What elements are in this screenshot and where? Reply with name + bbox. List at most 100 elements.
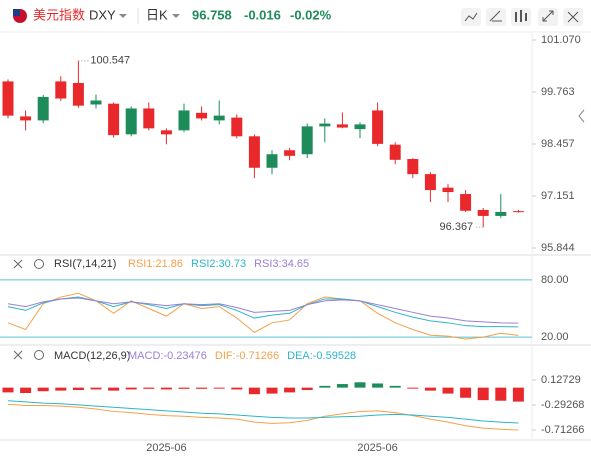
candle-body (90, 100, 102, 105)
close-icon[interactable] (13, 259, 23, 269)
candle-body (248, 136, 260, 168)
macd-bar (372, 383, 384, 388)
dropdown-icon[interactable] (172, 14, 180, 18)
change: -0.016 (244, 7, 281, 22)
macd-bar (248, 387, 260, 395)
macd-bar (460, 387, 472, 398)
macd-bar (125, 387, 137, 390)
candle-body (495, 211, 507, 216)
legend-entry: MACD:-0.23476 (128, 350, 207, 362)
macd-bar (20, 387, 32, 393)
y-tick-label: -0.29268 (541, 399, 584, 411)
macd-bar (424, 387, 436, 391)
macd-bar (160, 387, 172, 390)
candle-body (424, 174, 436, 191)
macd-bar (196, 387, 208, 389)
tool-icon (542, 10, 554, 22)
x-tick-label: 2025-06 (146, 442, 186, 454)
candle-body (512, 211, 524, 213)
macd-bar (72, 387, 84, 391)
tool-icon (515, 10, 527, 22)
toolbar (461, 8, 583, 26)
legend-entry: RSI1:21.86 (128, 258, 183, 270)
y-tick-label: 95.844 (541, 242, 575, 254)
y-tick-label: -0.71266 (541, 424, 584, 436)
settings-icon[interactable] (34, 259, 44, 269)
candle-body (442, 187, 454, 193)
tool-icon (567, 11, 579, 23)
candle-body (389, 144, 401, 160)
y-tick-label: 97.151 (541, 190, 575, 202)
candle-body (125, 108, 137, 135)
candle-body (231, 117, 243, 137)
y-tick-label: 99.763 (541, 86, 575, 98)
candle-body (460, 194, 472, 211)
price: 96.758 (192, 7, 232, 22)
macd-bar (143, 387, 155, 389)
legend-entry: DEA:-0.59528 (287, 350, 356, 362)
macd-bar (301, 387, 313, 391)
candle-body (160, 130, 172, 135)
candle-body (354, 124, 366, 130)
period[interactable]: 日K (146, 7, 168, 22)
macd-bar (37, 387, 49, 392)
candle-body (55, 81, 67, 99)
candle-body (266, 154, 278, 168)
dropdown-icon[interactable] (119, 14, 127, 18)
macd-bar (512, 387, 524, 402)
candle-body (178, 110, 190, 131)
macd-bar (213, 387, 225, 389)
candle-body (319, 123, 331, 127)
macd-bar (231, 387, 243, 390)
macd-bar (55, 387, 67, 391)
symbol-code[interactable]: DXY (89, 7, 116, 22)
macd-bar (2, 387, 14, 393)
legend-entry: RSI2:30.73 (191, 258, 246, 270)
rsi-controls (13, 259, 44, 360)
legend-entry: RSI3:34.65 (254, 258, 309, 270)
y-tick-label: 80.00 (541, 274, 569, 286)
collapse-icon[interactable] (578, 109, 585, 123)
rsi-line (7, 297, 519, 324)
settings-icon[interactable] (34, 350, 44, 360)
macd-bar (407, 387, 419, 389)
rsi-title: RSI(7,14,21) (54, 258, 116, 270)
candle-body (477, 209, 489, 216)
candle-body (372, 110, 384, 144)
y-tick-label: 101.070 (541, 34, 581, 46)
candle-body (20, 116, 32, 121)
candle-body (72, 82, 84, 106)
y-tick-label: 0.12729 (541, 374, 581, 386)
close-icon[interactable] (13, 350, 23, 360)
symbol-name[interactable]: 美元指数 (33, 7, 85, 22)
macd-bar (354, 382, 366, 388)
macd-title: MACD(12,26,9) (54, 350, 130, 362)
candle-body (336, 124, 348, 128)
candle-body (301, 126, 313, 155)
tool-icon (489, 10, 502, 22)
candle-body (37, 96, 49, 121)
tool-button[interactable] (538, 8, 558, 26)
macd-bar (336, 384, 348, 388)
macd-bar (477, 387, 489, 401)
y-tick-label: 20.00 (541, 331, 569, 343)
macd-bar (266, 387, 278, 394)
macd-bar (108, 387, 120, 391)
macd-line (7, 400, 519, 424)
macd-bar (178, 387, 190, 389)
candle-body (284, 150, 296, 156)
y-tick-label: 98.457 (541, 138, 575, 150)
rsi-line (7, 292, 519, 340)
legend-entry: DIF:-0.71266 (215, 350, 279, 362)
macd-bar (442, 387, 454, 394)
macd-bar (319, 385, 331, 388)
macd-line (7, 403, 519, 431)
change-pct: -0.02% (290, 7, 332, 22)
macd-bar (495, 387, 507, 401)
candle-body (143, 108, 155, 129)
x-tick-label: 2025-06 (357, 442, 397, 454)
tool-button[interactable] (486, 8, 506, 26)
tool-icon (464, 12, 478, 22)
